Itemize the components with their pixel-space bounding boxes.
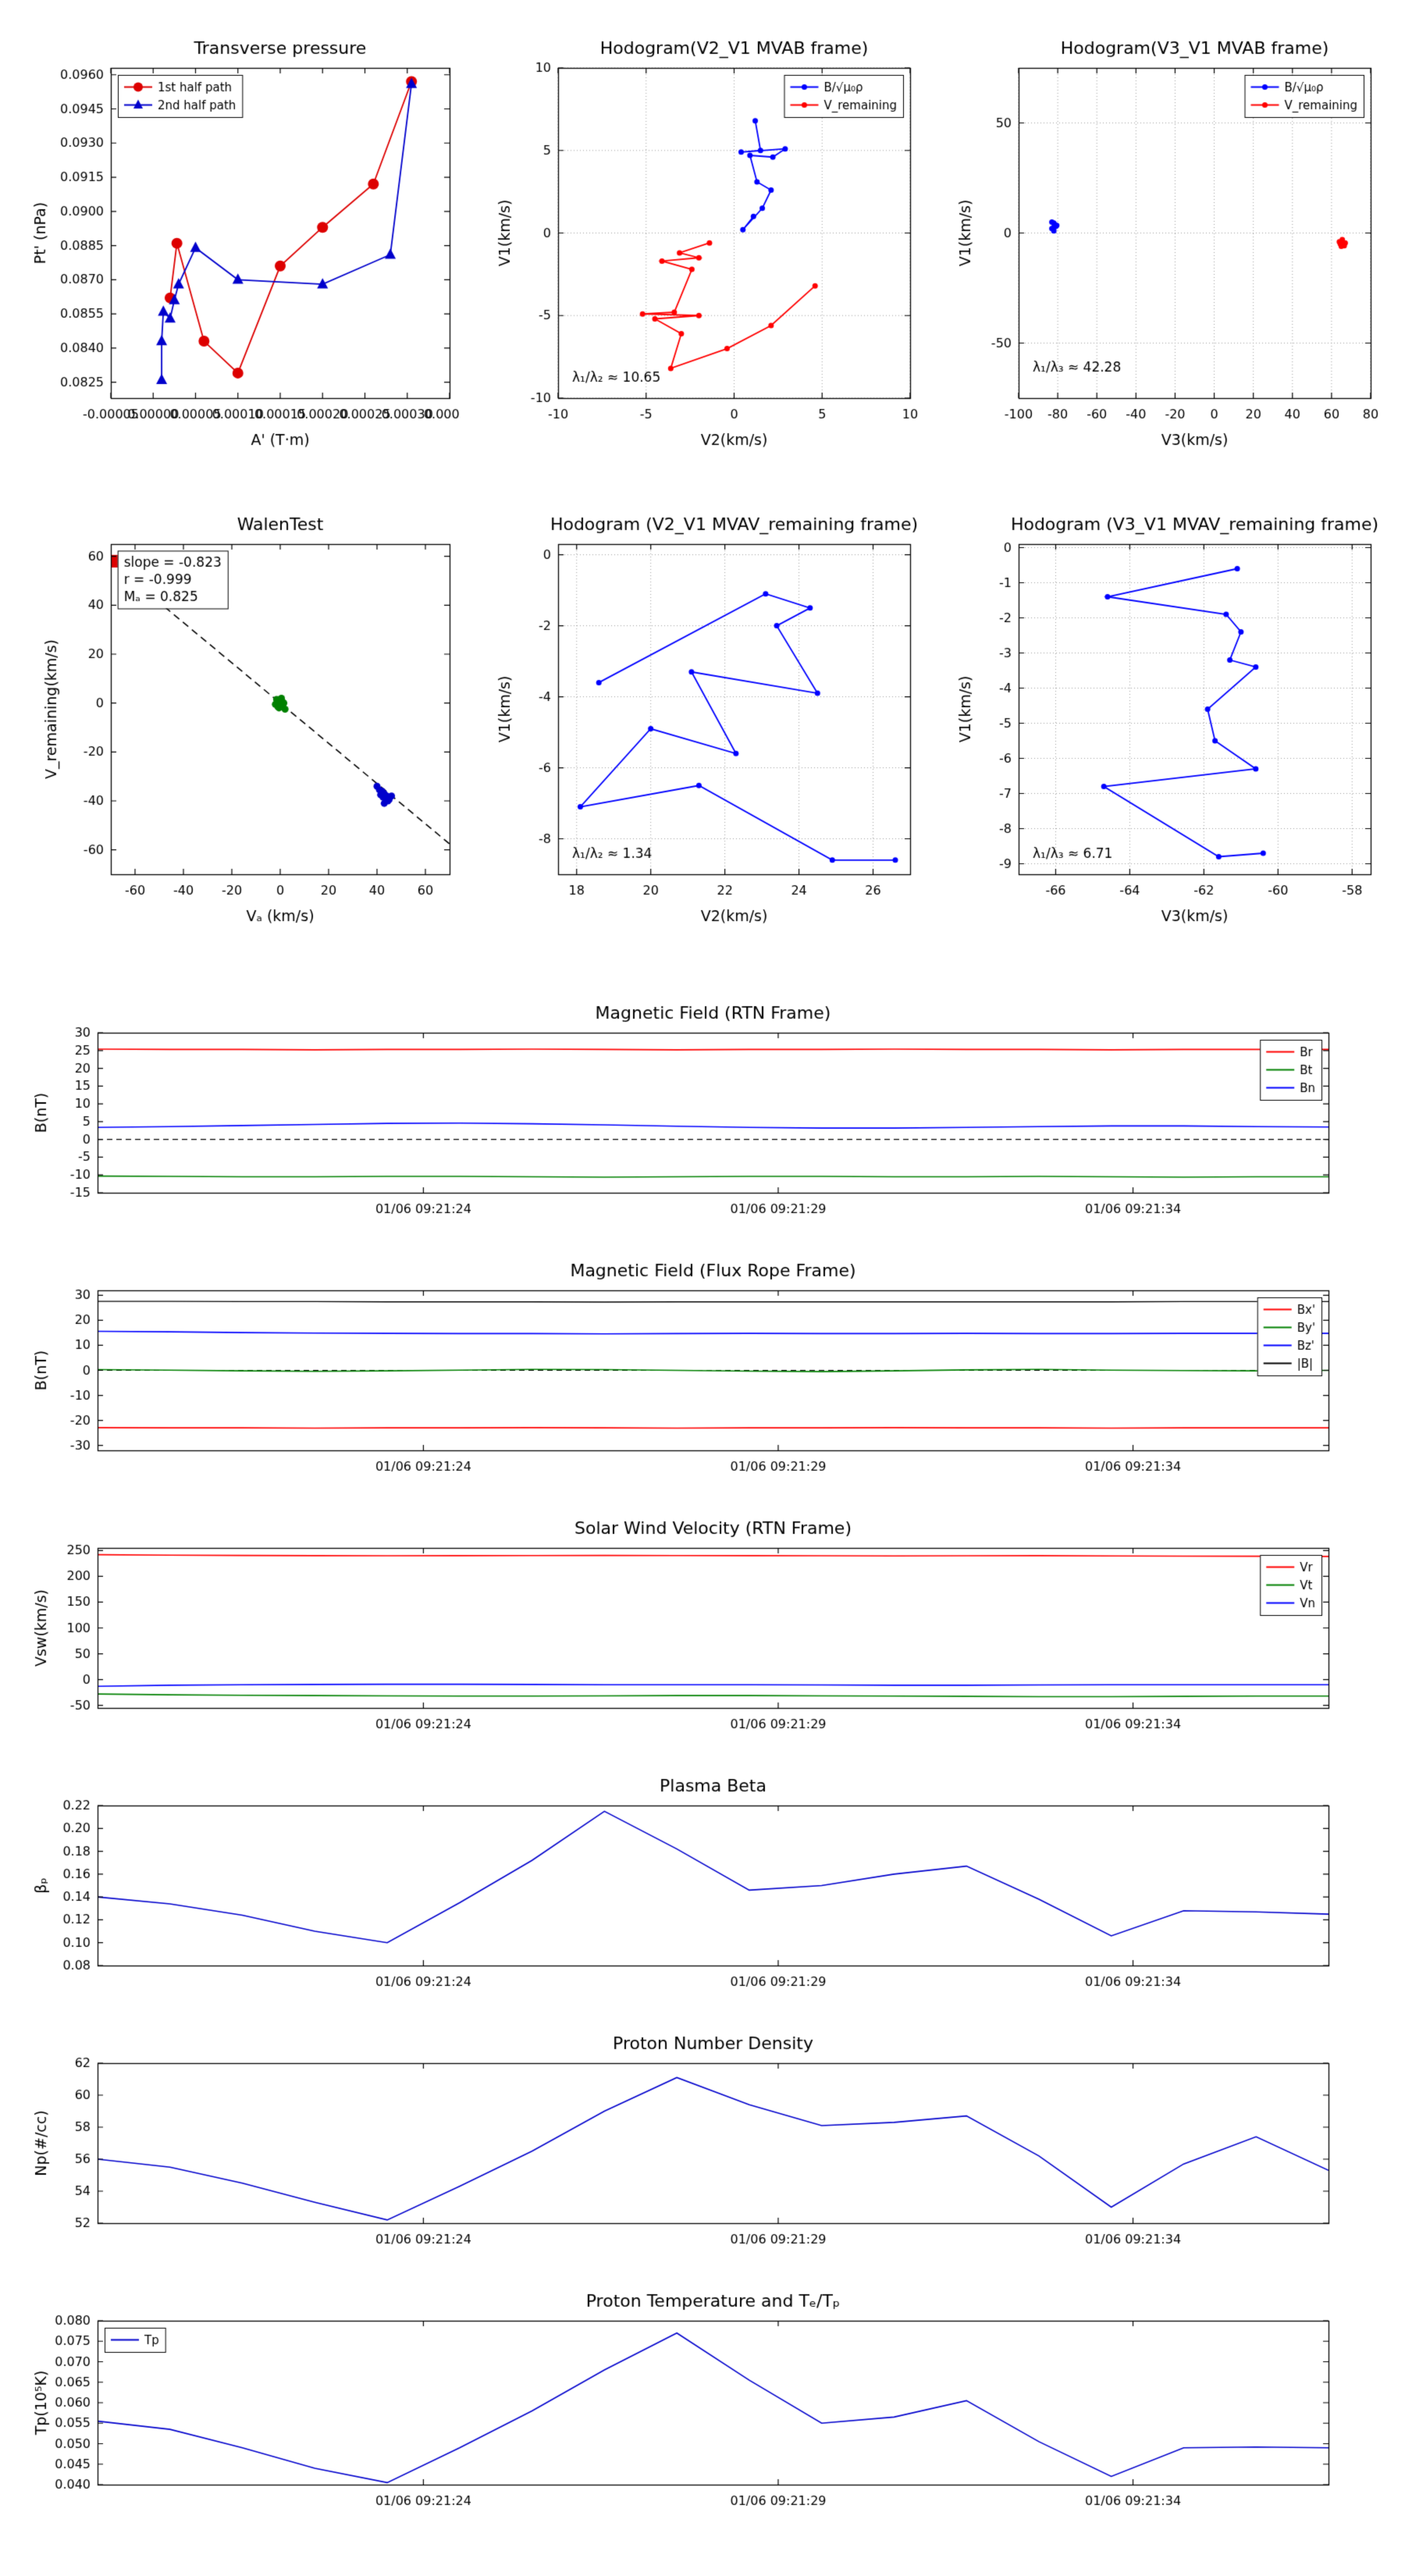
chart-proton-density	[23, 2018, 1382, 2272]
chart-hodogram-v2v1-mvav	[484, 496, 921, 956]
chart-proton-temperature	[23, 2275, 1382, 2533]
chart-magnetic-field-rtn	[23, 987, 1382, 1241]
chart-plasma-beta	[23, 1760, 1382, 2014]
chart-hodogram-v3v1-mvab	[944, 20, 1382, 476]
chart-hodogram-v3v1-mvav	[944, 496, 1382, 956]
chart-walen-test	[23, 496, 461, 956]
chart-magnetic-field-flux-rope	[23, 1245, 1382, 1499]
chart-hodogram-v2v1-mvab	[484, 20, 921, 476]
chart-solar-wind-velocity	[23, 1503, 1382, 1756]
chart-transverse-pressure	[23, 20, 461, 476]
